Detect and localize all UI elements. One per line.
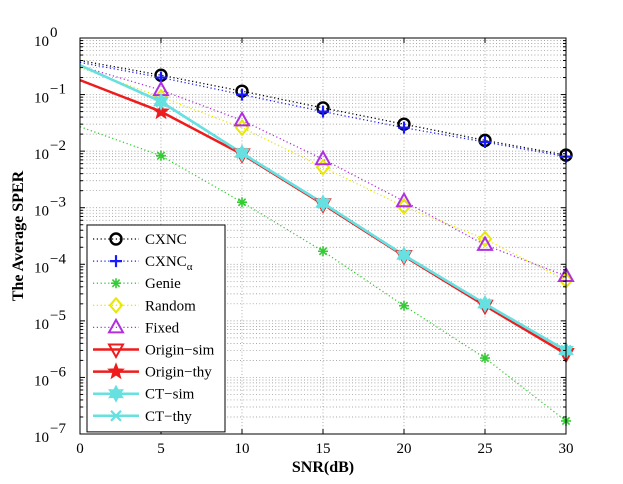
data-point-8 <box>236 147 248 159</box>
x-tick-label: 30 <box>559 441 574 457</box>
legend: CXNC CXNCα Genie Random Fixed Origin−sim Origi… <box>86 224 226 433</box>
y-tick-label-exponent: −1 <box>50 82 66 98</box>
y-tick-label: 10−4 <box>34 251 66 276</box>
y-tick-label-base: 10 <box>34 317 49 333</box>
legend-marker-1 <box>110 255 122 268</box>
data-point-8 <box>317 197 329 210</box>
axis-ticks <box>79 38 567 435</box>
legend-label-0: CXNC <box>145 232 187 248</box>
y-tick-label: 10−5 <box>34 308 66 333</box>
data-point-2 <box>318 246 328 257</box>
legend-label-4: Fixed <box>145 320 180 336</box>
data-point-1 <box>479 136 491 149</box>
y-tick-label: 10−2 <box>34 138 66 163</box>
data-point-2 <box>480 353 490 364</box>
data-point-8 <box>398 249 410 261</box>
y-tick-label-exponent: −4 <box>50 251 66 267</box>
x-axis-label: SNR(dB) <box>292 459 354 476</box>
y-tick-label-exponent: 0 <box>50 25 58 41</box>
legend-marker-3 <box>108 296 124 314</box>
legend-label-6: Origin−thy <box>145 365 212 381</box>
legend-label-2: Genie <box>145 276 181 292</box>
y-tick-label-base: 10 <box>34 373 49 389</box>
legend-label-7: CT−sim <box>145 387 195 403</box>
y-tick-label-base: 10 <box>34 91 49 107</box>
y-tick-label-base: 10 <box>34 147 49 163</box>
legend-label-8: CT−thy <box>145 409 192 425</box>
x-tick-label: 10 <box>235 441 250 457</box>
data-point-3 <box>477 230 493 248</box>
data-point-4 <box>476 235 494 251</box>
y-tick-label-exponent: −5 <box>50 308 66 324</box>
legend-label-subscript: α <box>187 261 193 273</box>
x-tick-label: 15 <box>316 441 331 457</box>
y-tick-label-exponent: −3 <box>50 195 66 211</box>
data-point-1 <box>317 105 329 118</box>
legend-marker-2 <box>111 278 121 289</box>
x-tick-label: 20 <box>397 441 412 457</box>
data-point-3 <box>396 197 412 216</box>
y-tick-label-base: 10 <box>34 430 49 446</box>
legend-label-5: Origin−sim <box>145 343 215 359</box>
legend-marker-6 <box>107 362 125 380</box>
y-tick-label: 10−6 <box>34 364 66 389</box>
data-point-2 <box>156 150 166 161</box>
y-tick-label-base: 10 <box>34 204 49 220</box>
x-tick-label: 5 <box>157 441 165 457</box>
y-tick-label-exponent: −6 <box>50 364 66 380</box>
data-point-4 <box>314 149 332 166</box>
series-line-3 <box>79 66 567 281</box>
legend-label-1: CXNCα <box>145 254 193 273</box>
data-point-6 <box>152 102 170 120</box>
x-tick-label: 25 <box>478 441 493 457</box>
y-tick-label: 10−7 <box>34 421 66 446</box>
y-tick-label: 10−1 <box>34 82 66 107</box>
legend-marker-8 <box>110 410 122 422</box>
legend-marker-4 <box>107 317 125 334</box>
data-point-4 <box>233 110 251 127</box>
y-tick-label-exponent: −7 <box>50 421 66 437</box>
legend-label-3: Random <box>145 298 196 314</box>
y-tick-label: 100 <box>34 25 58 50</box>
data-point-4 <box>395 191 413 208</box>
data-point-8 <box>155 95 167 108</box>
data-point-8 <box>479 298 491 310</box>
y-axis-label: The Average SPER <box>10 170 27 301</box>
data-point-2 <box>399 300 409 311</box>
x-tick-label: 0 <box>76 441 84 457</box>
y-tick-label-base: 10 <box>34 34 49 50</box>
y-tick-label-base: 10 <box>34 260 49 276</box>
legend-marker-0 <box>109 232 123 246</box>
legend-marker-5 <box>107 343 125 360</box>
legend-marker-7 <box>108 384 124 403</box>
y-tick-label: 10−3 <box>34 195 66 220</box>
y-tick-label-exponent: −2 <box>50 138 66 154</box>
x-tick-labels: 0 5 10 15 20 25 30 <box>76 441 573 457</box>
data-point-1 <box>398 121 410 134</box>
data-point-1 <box>236 88 248 101</box>
data-point-2 <box>237 197 247 208</box>
